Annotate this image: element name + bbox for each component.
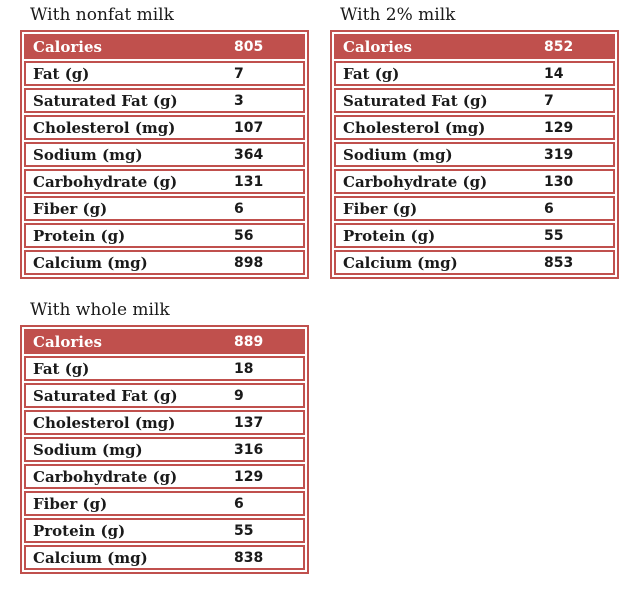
table-row: Protein (g) 55	[24, 518, 305, 543]
row-label: Calcium (mg)	[343, 253, 458, 272]
nutrition-table: Calories 852 Fat (g) 14 Saturated Fat (g…	[330, 30, 619, 279]
row-label: Fat (g)	[33, 64, 90, 83]
row-value: 898	[234, 254, 264, 271]
row-value: 137	[234, 414, 264, 431]
table-row: Carbohydrate (g) 129	[24, 464, 305, 489]
row-label: Fat (g)	[33, 359, 90, 378]
table-row: Fat (g) 18	[24, 356, 305, 381]
table-row: Fiber (g) 6	[334, 196, 615, 221]
row-value: 18	[234, 360, 254, 377]
header-value: 805	[234, 38, 264, 55]
table-row: Sodium (mg) 364	[24, 142, 305, 167]
table-body: Fat (g) 14 Saturated Fat (g) 7 Cholester…	[334, 61, 615, 275]
nutrition-table: Calories 889 Fat (g) 18 Saturated Fat (g…	[20, 325, 309, 574]
row-value: 838	[234, 549, 264, 566]
table-row: Sodium (mg) 319	[334, 142, 615, 167]
row-value: 6	[544, 200, 554, 217]
row-label: Saturated Fat (g)	[33, 91, 178, 110]
table-header-row: Calories 889	[24, 329, 305, 354]
nutrition-table-section-nonfat-milk: With nonfat milk Calories 805 Fat (g) 7 …	[20, 4, 309, 279]
row-value: 3	[234, 92, 244, 109]
row-value: 6	[234, 495, 244, 512]
table-row: Carbohydrate (g) 131	[24, 169, 305, 194]
table-row: Cholesterol (mg) 107	[24, 115, 305, 140]
table-body: Fat (g) 7 Saturated Fat (g) 3 Cholestero…	[24, 61, 305, 275]
row-value: 130	[544, 173, 574, 190]
row-value: 9	[234, 387, 244, 404]
row-label: Sodium (mg)	[33, 440, 143, 459]
row-value: 56	[234, 227, 254, 244]
table-row: Saturated Fat (g) 3	[24, 88, 305, 113]
header-value: 889	[234, 333, 264, 350]
row-value: 853	[544, 254, 574, 271]
header-label: Calories	[33, 37, 102, 56]
table-row: Calcium (mg) 838	[24, 545, 305, 570]
table-header-row: Calories 852	[334, 34, 615, 59]
row-value: 7	[234, 65, 244, 82]
header-label: Calories	[343, 37, 412, 56]
row-value: 319	[544, 146, 574, 163]
table-row: Sodium (mg) 316	[24, 437, 305, 462]
table-title: With whole milk	[30, 300, 170, 320]
row-label: Sodium (mg)	[343, 145, 453, 164]
row-label: Protein (g)	[33, 521, 126, 540]
nutrition-table-section-whole-milk: With whole milk Calories 889 Fat (g) 18 …	[20, 299, 309, 574]
table-title: With 2% milk	[340, 5, 456, 25]
row-label: Fiber (g)	[33, 494, 108, 513]
row-value: 129	[234, 468, 264, 485]
table-row: Saturated Fat (g) 7	[334, 88, 615, 113]
table-body: Fat (g) 18 Saturated Fat (g) 9 Cholester…	[24, 356, 305, 570]
table-row: Protein (g) 55	[334, 223, 615, 248]
header-label: Calories	[33, 332, 102, 351]
row-label: Sodium (mg)	[33, 145, 143, 164]
table-row: Saturated Fat (g) 9	[24, 383, 305, 408]
table-row: Fat (g) 7	[24, 61, 305, 86]
row-label: Calcium (mg)	[33, 548, 148, 567]
row-label: Calcium (mg)	[33, 253, 148, 272]
row-value: 364	[234, 146, 264, 163]
row-value: 316	[234, 441, 264, 458]
table-row: Cholesterol (mg) 129	[334, 115, 615, 140]
table-row: Carbohydrate (g) 130	[334, 169, 615, 194]
row-label: Fat (g)	[343, 64, 400, 83]
row-value: 55	[544, 227, 564, 244]
row-label: Cholesterol (mg)	[33, 118, 176, 137]
row-label: Protein (g)	[33, 226, 126, 245]
table-row: Calcium (mg) 898	[24, 250, 305, 275]
row-label: Saturated Fat (g)	[33, 386, 178, 405]
row-value: 129	[544, 119, 574, 136]
table-title: With nonfat milk	[30, 5, 174, 25]
table-row: Calcium (mg) 853	[334, 250, 615, 275]
table-row: Protein (g) 56	[24, 223, 305, 248]
nutrition-table: Calories 805 Fat (g) 7 Saturated Fat (g)…	[20, 30, 309, 279]
table-header-row: Calories 805	[24, 34, 305, 59]
table-row: Cholesterol (mg) 137	[24, 410, 305, 435]
table-row: Fiber (g) 6	[24, 196, 305, 221]
row-value: 7	[544, 92, 554, 109]
row-label: Carbohydrate (g)	[343, 172, 488, 191]
row-label: Carbohydrate (g)	[33, 467, 178, 486]
row-value: 107	[234, 119, 264, 136]
row-label: Cholesterol (mg)	[343, 118, 486, 137]
row-label: Protein (g)	[343, 226, 436, 245]
row-label: Saturated Fat (g)	[343, 91, 488, 110]
row-label: Fiber (g)	[343, 199, 418, 218]
row-value: 6	[234, 200, 244, 217]
row-value: 55	[234, 522, 254, 539]
row-label: Fiber (g)	[33, 199, 108, 218]
row-label: Carbohydrate (g)	[33, 172, 178, 191]
row-label: Cholesterol (mg)	[33, 413, 176, 432]
row-value: 14	[544, 65, 564, 82]
nutrition-table-section-2-percent-milk: With 2% milk Calories 852 Fat (g) 14 Sat…	[330, 4, 619, 279]
header-value: 852	[544, 38, 574, 55]
row-value: 131	[234, 173, 264, 190]
table-row: Fat (g) 14	[334, 61, 615, 86]
table-row: Fiber (g) 6	[24, 491, 305, 516]
